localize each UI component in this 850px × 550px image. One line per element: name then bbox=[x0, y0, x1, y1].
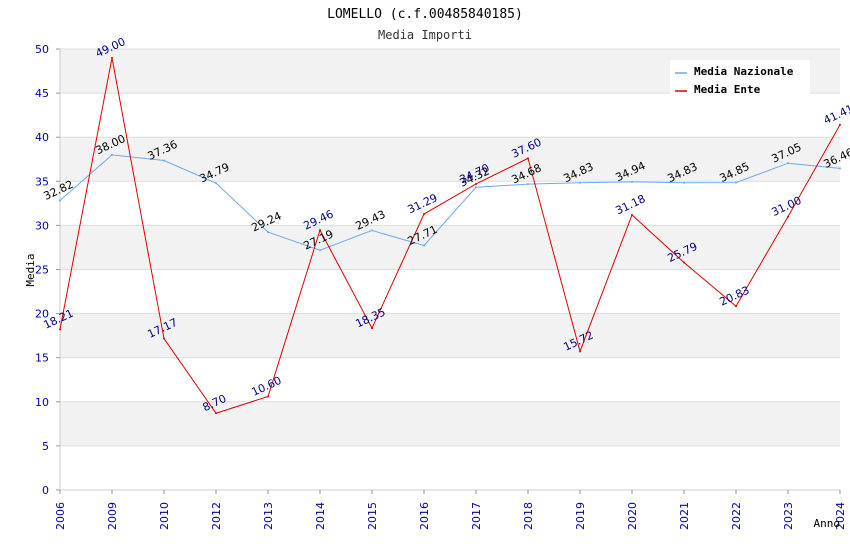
point-media-nazionale bbox=[735, 181, 737, 184]
series-line-media-nazionale bbox=[59, 154, 841, 251]
grid-band bbox=[60, 181, 840, 226]
x-tick-label: 2009 bbox=[106, 502, 119, 530]
point-media-nazionale bbox=[371, 229, 373, 232]
point-media-ente bbox=[163, 337, 165, 340]
series-lines bbox=[59, 56, 841, 415]
y-axis-ticks: 0 5 10 15 20 25 30 35 40 45 50 bbox=[35, 43, 60, 497]
point-media-nazionale bbox=[839, 167, 841, 170]
x-tick-label: 2022 bbox=[730, 502, 743, 530]
point-media-nazionale bbox=[631, 180, 633, 183]
chart-title: LOMELLO (c.f.00485840185) bbox=[327, 7, 523, 22]
point-media-ente bbox=[631, 213, 633, 216]
x-tick-label: 2010 bbox=[158, 502, 171, 530]
point-media-nazionale bbox=[319, 249, 321, 252]
grid-band bbox=[60, 357, 840, 402]
y-tick-label: 40 bbox=[35, 131, 49, 144]
point-media-ente bbox=[111, 56, 113, 59]
x-tick-label: 2017 bbox=[470, 502, 483, 530]
y-tick-label: 15 bbox=[35, 352, 49, 365]
point-media-nazionale bbox=[111, 153, 113, 156]
y-tick-label: 5 bbox=[42, 440, 49, 453]
y-tick-label: 0 bbox=[42, 484, 49, 497]
point-media-nazionale bbox=[423, 244, 425, 247]
point-media-nazionale bbox=[683, 181, 685, 184]
x-axis-label: Anno bbox=[814, 517, 841, 530]
point-media-ente bbox=[267, 395, 269, 398]
x-tick-label: 2019 bbox=[574, 502, 587, 530]
y-tick-label: 30 bbox=[35, 219, 49, 232]
x-tick-label: 2020 bbox=[626, 502, 639, 530]
x-axis-ticks: 2006 2009 2010 2012 2013 2014 2015 2016 2017 2018… bbox=[54, 490, 847, 530]
y-tick-label: 50 bbox=[35, 43, 49, 56]
point-media-nazionale bbox=[267, 231, 269, 234]
x-tick-label: 2006 bbox=[54, 502, 67, 530]
point-media-nazionale bbox=[475, 186, 477, 189]
point-media-ente bbox=[787, 215, 789, 218]
point-media-ente bbox=[527, 157, 529, 160]
point-media-ente bbox=[319, 229, 321, 232]
point-media-ente bbox=[475, 182, 477, 185]
point-media-nazionale bbox=[215, 182, 217, 185]
grid-bands bbox=[60, 49, 840, 490]
x-tick-label: 2023 bbox=[782, 502, 795, 530]
grid-band bbox=[60, 137, 840, 182]
y-axis-label: Media bbox=[24, 253, 37, 286]
legend-box bbox=[670, 60, 810, 98]
point-media-ente bbox=[579, 350, 581, 353]
grid-band bbox=[60, 93, 840, 138]
x-tick-label: 2018 bbox=[522, 502, 535, 530]
grid-band bbox=[60, 445, 840, 490]
point-media-nazionale bbox=[59, 199, 61, 202]
grid-band bbox=[60, 269, 840, 314]
series-line-media-ente bbox=[59, 57, 841, 414]
legend: Media Nazionale Media Ente bbox=[670, 60, 810, 98]
point-media-ente bbox=[59, 328, 61, 331]
grid-band bbox=[60, 313, 840, 358]
x-tick-label: 2024 bbox=[834, 502, 847, 530]
chart-subtitle: Media Importi bbox=[378, 28, 472, 42]
y-tick-label: 20 bbox=[35, 308, 49, 321]
point-media-ente bbox=[371, 327, 373, 330]
x-tick-label: 2015 bbox=[366, 502, 379, 530]
y-tick-label: 25 bbox=[35, 264, 49, 277]
legend-label-nazionale: Media Nazionale bbox=[694, 65, 794, 78]
legend-label-ente: Media Ente bbox=[694, 83, 761, 96]
y-tick-label: 10 bbox=[35, 396, 49, 409]
point-media-ente bbox=[839, 123, 841, 126]
point-media-ente bbox=[735, 305, 737, 308]
grid-band bbox=[60, 225, 840, 270]
x-tick-label: 2013 bbox=[262, 502, 275, 530]
x-tick-label: 2014 bbox=[314, 502, 327, 530]
point-media-ente bbox=[423, 213, 425, 216]
y-tick-label: 45 bbox=[35, 87, 49, 100]
point-media-nazionale bbox=[787, 162, 789, 165]
grid-band bbox=[60, 401, 840, 446]
x-tick-label: 2016 bbox=[418, 502, 431, 530]
y-tick-label: 35 bbox=[35, 175, 49, 188]
x-tick-label: 2012 bbox=[210, 502, 223, 530]
point-media-nazionale bbox=[163, 159, 165, 162]
point-media-nazionale bbox=[527, 183, 529, 186]
point-media-ente bbox=[683, 261, 685, 264]
x-tick-label: 2021 bbox=[678, 502, 691, 530]
point-media-nazionale bbox=[579, 181, 581, 184]
point-media-ente bbox=[215, 412, 217, 415]
